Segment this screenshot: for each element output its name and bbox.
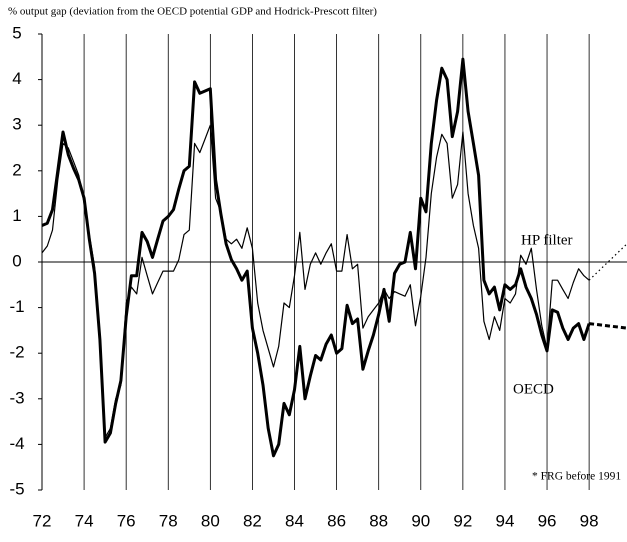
note: * FRG before 1991 (532, 471, 621, 483)
x-tick-label: 78 (159, 511, 178, 530)
x-tick-label: 86 (327, 511, 346, 530)
y-tick-label: 1 (12, 206, 21, 225)
y-tick-label: -1 (9, 297, 24, 316)
y-tick-label: -4 (9, 434, 24, 453)
y-tick-label: 2 (12, 160, 21, 179)
x-tick-label: 94 (495, 511, 514, 530)
x-tick-label: 84 (285, 511, 304, 530)
forecast-line (588, 322, 627, 330)
x-tick-label: 76 (117, 511, 136, 530)
data-line (41, 57, 591, 458)
chart-title: % output gap (deviation from the OECD po… (8, 6, 377, 18)
series-label: OECD (513, 381, 554, 397)
y-tick-label: -5 (9, 479, 24, 498)
x-tick-label: 98 (580, 511, 599, 530)
x-tick-label: 88 (369, 511, 388, 530)
x-tick-label: 74 (75, 511, 94, 530)
y-tick-label: -2 (9, 343, 24, 362)
x-tick-label: 80 (201, 511, 220, 530)
y-tick-label: 3 (12, 115, 21, 134)
x-tick-label: 92 (453, 511, 472, 530)
y-tick-label: 4 (12, 69, 21, 88)
data-line (41, 124, 590, 439)
y-tick-label: 0 (12, 251, 21, 270)
y-tick-label: 5 (12, 23, 21, 42)
x-tick-label: 96 (538, 511, 557, 530)
x-tick-label: 82 (243, 511, 262, 530)
x-tick-label: 72 (33, 511, 52, 530)
y-tick-label: -3 (9, 388, 24, 407)
x-tick-label: 90 (411, 511, 430, 530)
